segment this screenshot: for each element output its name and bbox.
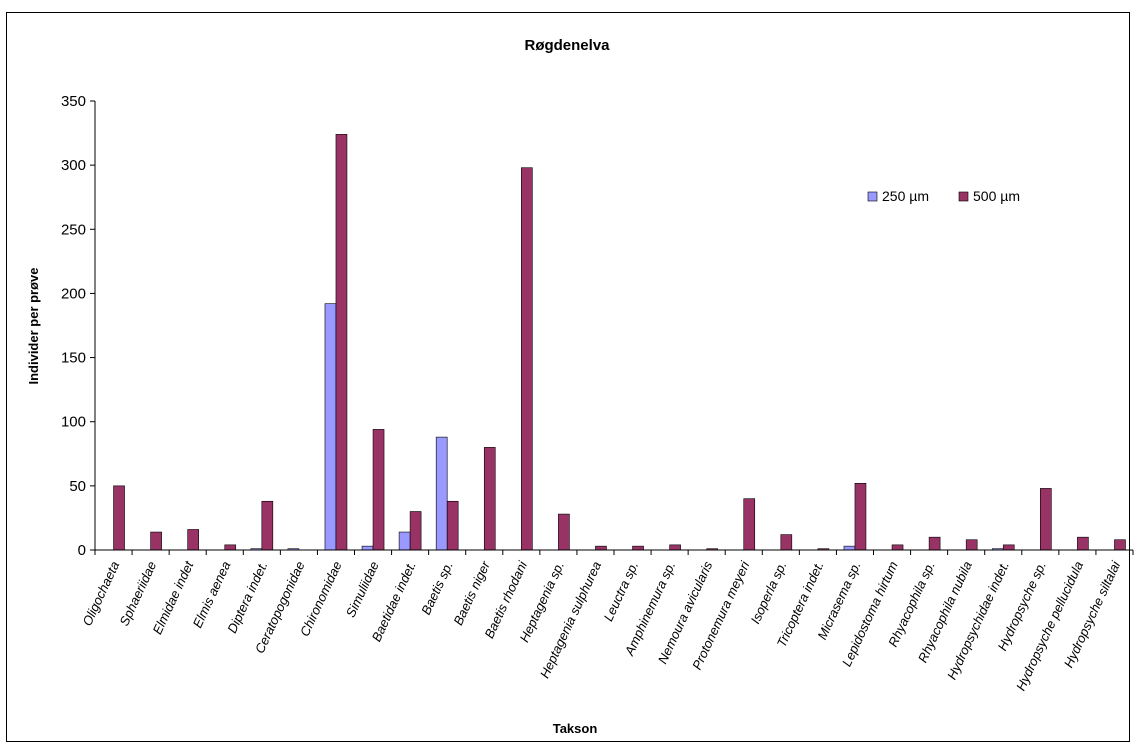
legend-label-500: 500 µm xyxy=(973,188,1020,204)
bar-500-0 xyxy=(113,485,125,551)
bar-250-6 xyxy=(324,303,337,551)
bar-500-14 xyxy=(632,545,644,551)
bar-500-18 xyxy=(780,534,793,551)
legend-swatch-500 xyxy=(958,191,969,202)
bar-500-27 xyxy=(1114,539,1126,551)
legend-swatch-250 xyxy=(867,191,878,202)
y-tick-label: 0 xyxy=(78,542,86,559)
y-tick-label: 150 xyxy=(61,350,86,367)
y-tick-label: 200 xyxy=(61,285,86,302)
bar-500-25 xyxy=(1040,488,1052,551)
y-tick-label: 250 xyxy=(61,221,86,238)
bar-500-12 xyxy=(558,513,570,551)
bars-group xyxy=(113,134,1126,551)
y-tick-label: 50 xyxy=(69,478,86,495)
bar-500-9 xyxy=(446,500,459,551)
bar-500-3 xyxy=(224,544,237,551)
bar-500-21 xyxy=(891,544,904,551)
y-tick-label: 300 xyxy=(61,157,86,174)
bar-250-20 xyxy=(843,545,856,551)
bar-500-6 xyxy=(335,134,348,551)
y-tick-label: 100 xyxy=(61,414,86,431)
bar-500-1 xyxy=(150,531,162,551)
x-category-label: Leuctra sp. xyxy=(600,559,641,624)
bar-500-13 xyxy=(595,545,607,551)
bar-500-11 xyxy=(521,167,533,551)
bar-500-17 xyxy=(743,498,756,551)
bar-500-4 xyxy=(261,500,274,551)
bar-500-15 xyxy=(669,544,681,551)
bar-500-20 xyxy=(854,482,867,551)
bar-500-22 xyxy=(928,536,941,551)
bar-500-10 xyxy=(483,447,496,551)
bar-500-26 xyxy=(1077,536,1089,551)
x-category-label: Hydropsyche pellucidula xyxy=(1013,559,1086,693)
x-axis-title: Takson xyxy=(553,721,598,736)
bar-500-23 xyxy=(965,539,978,551)
x-category-label: Elmis aenea xyxy=(190,559,234,630)
legend-label-250: 250 µm xyxy=(882,188,929,204)
chart-title: Røgdenelva xyxy=(524,37,610,54)
x-category-label: Isoperla sp. xyxy=(748,559,790,626)
axes-group: 0 50 100 150 200 250 300 350 OligochaetaSphaerii… xyxy=(61,93,1134,693)
x-category-label: Sphaeriidae xyxy=(116,559,159,628)
bar-250-9 xyxy=(435,436,448,551)
chart-frame xyxy=(6,12,1130,742)
bar-250-8 xyxy=(398,531,411,551)
y-tick-label: 350 xyxy=(61,93,86,110)
bar-500-2 xyxy=(187,529,199,551)
x-category-label: Baetis sp. xyxy=(418,559,456,617)
bar-500-8 xyxy=(409,511,422,551)
bar-500-7 xyxy=(372,429,385,551)
y-axis-title: Individer per prøve xyxy=(26,267,41,384)
x-category-label: Simuliidae xyxy=(343,559,382,620)
bar-250-7 xyxy=(361,545,374,551)
legend: 250 µm 500 µm xyxy=(867,188,1020,204)
x-category-label: Baetis niger xyxy=(450,558,493,627)
bar-500-24 xyxy=(1002,544,1015,551)
x-category-label: Oligochaeta xyxy=(79,559,122,628)
